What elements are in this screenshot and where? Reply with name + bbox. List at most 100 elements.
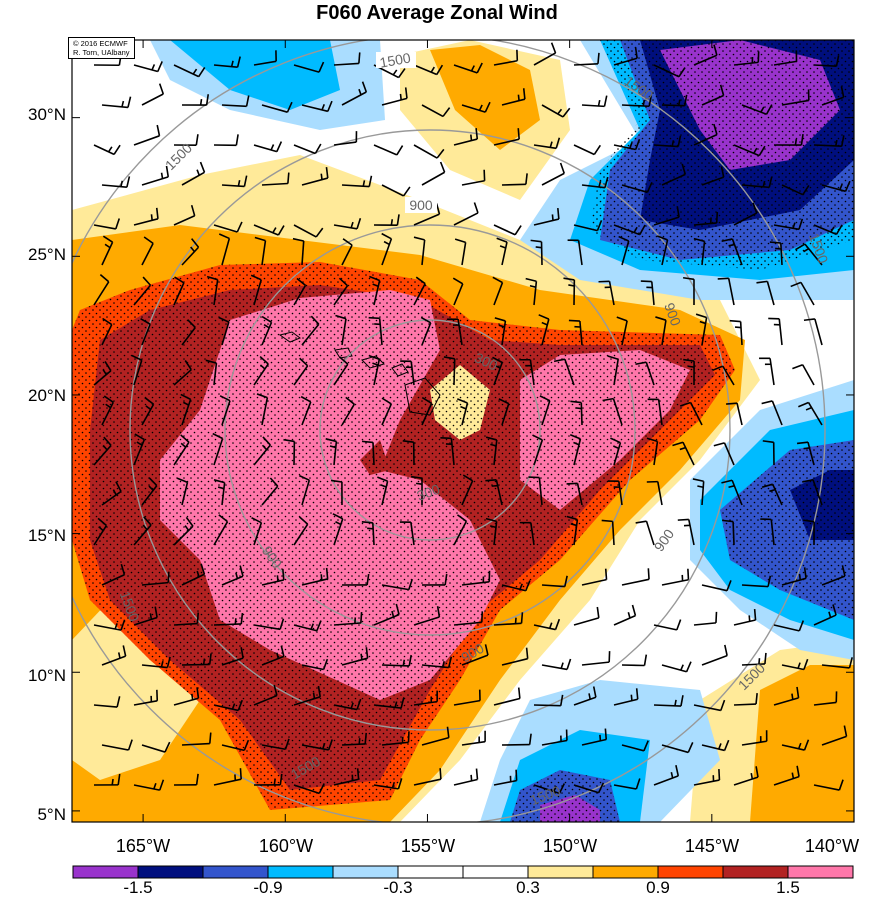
- ring-label-300-s: 300: [415, 481, 443, 504]
- wind-barb: [533, 694, 564, 707]
- wind-barb: [569, 434, 582, 466]
- wind-barb: [485, 479, 503, 506]
- stipple-south: [510, 770, 620, 822]
- wind-barb: [695, 313, 708, 346]
- wind-barb: [729, 319, 743, 346]
- wind-barb: [496, 237, 508, 266]
- wind-barb: [335, 314, 347, 346]
- wind-barb: [261, 172, 290, 186]
- wind-barb: [677, 518, 695, 546]
- wind-barb: [133, 276, 152, 306]
- wind-barb: [493, 769, 518, 786]
- wind-barb: [253, 50, 277, 66]
- wind-barb: [133, 433, 146, 466]
- wind-barb: [803, 318, 823, 346]
- wind-barb: [781, 184, 810, 196]
- wind-barb: [341, 81, 368, 106]
- wind-barb: [492, 276, 504, 306]
- wind-barb: [563, 277, 576, 306]
- wind-barb: [333, 698, 362, 711]
- wind-barb: [341, 238, 353, 266]
- wind-barb: [647, 398, 663, 426]
- wind-barb: [656, 235, 669, 266]
- wind-barb: [581, 176, 609, 189]
- wind-barb: [713, 442, 735, 466]
- colorbar-swatch: [137, 865, 204, 879]
- wind-barb: [133, 207, 159, 226]
- wind-barb: [213, 56, 241, 69]
- wind-barb: [413, 606, 441, 626]
- range-rings: [72, 40, 826, 822]
- wind-barb: [635, 361, 655, 386]
- wind-barb: [781, 89, 810, 106]
- wind-barb: [221, 647, 244, 666]
- lat-label-30n: 30°N: [28, 105, 66, 124]
- wind-barb: [368, 354, 381, 386]
- wind-barb: [541, 729, 568, 746]
- wind-barb: [173, 612, 200, 626]
- colorbar-swatch: [787, 865, 854, 879]
- lon-label-155w: 155°W: [400, 836, 456, 856]
- wind-barb: [452, 277, 464, 306]
- wind-barb: [101, 235, 114, 266]
- wind-barb: [261, 568, 285, 586]
- wind-barb: [493, 49, 519, 66]
- wind-barb: [798, 401, 823, 426]
- wind-barb: [640, 280, 655, 306]
- wind-barb: [613, 688, 639, 706]
- wind-barb: [773, 765, 800, 786]
- wind-barb: [181, 161, 206, 186]
- wind-barb: [213, 479, 226, 506]
- wind-barb: [251, 517, 263, 546]
- colorbar-swatch: [722, 865, 789, 879]
- wind-barb: [453, 202, 479, 226]
- wind-barb: [570, 400, 583, 426]
- wind-barb: [141, 571, 170, 586]
- wind-barb: [501, 88, 526, 106]
- wind-barb: [621, 95, 653, 108]
- wind-barb: [795, 243, 823, 266]
- wind-barb: [661, 742, 694, 754]
- wind-barb: [213, 768, 242, 786]
- lon-label-145w: 145°W: [684, 836, 740, 856]
- wind-barb: [672, 441, 695, 466]
- wind-barb: [250, 274, 262, 306]
- wind-barb: [533, 208, 560, 226]
- wind-barb: [93, 144, 121, 156]
- colorbar: [72, 865, 854, 879]
- wind-barb: [101, 645, 127, 666]
- wind-barb: [93, 517, 108, 546]
- wind-barb: [141, 741, 171, 753]
- wind-barb: [541, 162, 565, 186]
- wind-barb: [661, 163, 687, 186]
- lat-label-5n: 5°N: [37, 805, 66, 824]
- wind-barb: [813, 779, 844, 791]
- wind-barb: [573, 144, 602, 156]
- wind-barb: [519, 521, 535, 546]
- wind-barb: [769, 241, 783, 266]
- wind-barb: [494, 317, 507, 346]
- wind-barb: [741, 652, 767, 666]
- wind-barb: [373, 214, 400, 226]
- lat-label-20n: 20°N: [28, 386, 66, 405]
- wind-barb: [447, 318, 463, 346]
- wind-barb: [261, 315, 273, 346]
- wind-barb: [519, 358, 535, 386]
- wind-barb: [261, 101, 293, 113]
- wind-barb: [682, 276, 695, 306]
- wind-barb: [181, 94, 210, 106]
- wind-barb: [733, 693, 758, 706]
- wind-barb: [253, 773, 283, 786]
- colorbar-swatch: [657, 865, 724, 879]
- wind-barb: [733, 766, 759, 786]
- wind-barb: [133, 124, 161, 146]
- wind-barb: [413, 203, 441, 226]
- wind-barb: [538, 314, 550, 346]
- wind-barb: [693, 123, 718, 146]
- wind-barb: [701, 84, 725, 106]
- wind-barb: [655, 316, 667, 346]
- lon-label-140w: 140°W: [804, 836, 860, 856]
- wind-barb: [181, 563, 206, 586]
- wind-barb: [635, 520, 655, 546]
- colorbar-swatch: [397, 865, 464, 879]
